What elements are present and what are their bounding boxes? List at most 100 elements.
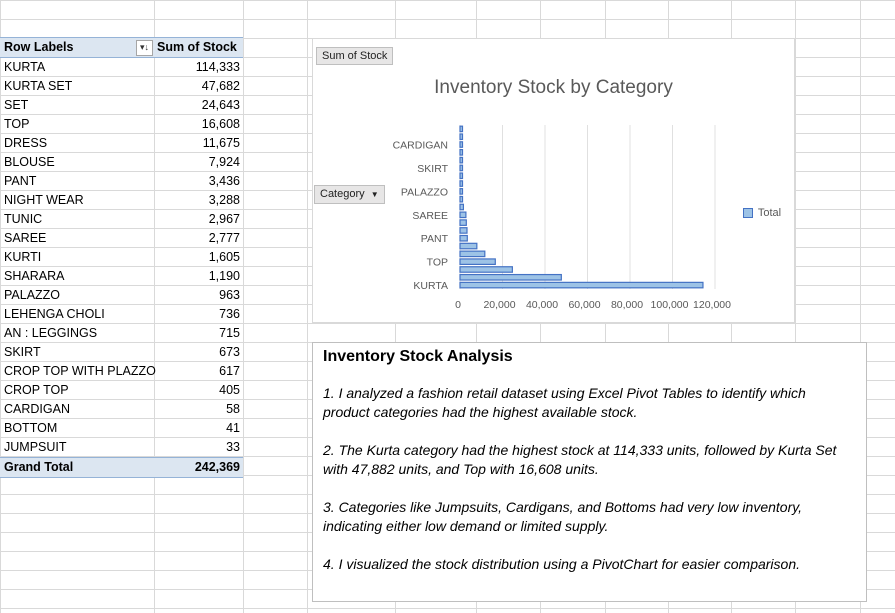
y-tick-label: PANT: [421, 233, 449, 245]
pivot-row-value: 114,333: [195, 60, 240, 74]
pivot-row-value: 3,436: [208, 174, 240, 188]
legend-swatch-icon: [743, 208, 753, 219]
sum-of-stock-header[interactable]: Sum of Stock: [157, 40, 237, 54]
bar-kurti: [459, 203, 465, 211]
pivot-row[interactable]: BLOUSE 7,924: [0, 153, 243, 172]
pivot-row[interactable]: KURTA SET 47,682: [0, 77, 243, 96]
pivot-row-label: KURTA: [4, 60, 46, 74]
pivot-row[interactable]: KURTA 114,333: [0, 58, 243, 77]
bar-bottom: [459, 133, 464, 141]
pivot-table: Row Labels ▾↓ Sum of Stock KURTA 114,333 K…: [0, 37, 243, 478]
pivot-row[interactable]: SHARARA 1,190: [0, 267, 243, 286]
pivot-row[interactable]: CARDIGAN 58: [0, 400, 243, 419]
pivot-row-label: LEHENGA CHOLI: [4, 307, 105, 321]
dropdown-arrow-icon: ▼: [370, 190, 379, 199]
bar-skirt: [459, 164, 464, 172]
analysis-point-4: 4. I visualized the stock distribution u…: [323, 556, 801, 572]
pivot-row-label: AN : LEGGINGS: [4, 326, 98, 340]
bar-palazzo: [459, 188, 464, 195]
pivot-row-label: SET: [4, 98, 29, 112]
pivot-row[interactable]: TUNIC 2,967: [0, 210, 243, 229]
row-labels-header[interactable]: Row Labels: [4, 40, 74, 54]
grand-total-value: 242,369: [194, 460, 240, 474]
bar-tunic: [459, 219, 467, 226]
pivot-header-row: Row Labels ▾↓ Sum of Stock: [0, 37, 243, 58]
pivot-row[interactable]: SKIRT 673: [0, 343, 243, 362]
bar-an-leggings: [459, 172, 464, 180]
pivot-row-label: TUNIC: [4, 212, 43, 226]
pivot-row-value: 58: [226, 402, 240, 416]
pivot-row[interactable]: PANT 3,436: [0, 172, 243, 191]
pivot-row-value: 673: [219, 345, 240, 359]
pivot-row-value: 16,608: [201, 117, 240, 131]
pivot-row[interactable]: AN : LEGGINGS 715: [0, 324, 243, 343]
sum-of-stock-field-button[interactable]: Sum of Stock: [316, 47, 394, 65]
pivot-row[interactable]: SET 24,643: [0, 96, 243, 115]
pivot-row-value: 47,682: [201, 79, 240, 93]
bar-chart-plot: CARDIGAN SKIRT PALAZZO SAREE PANT TOP KURTA 0 20…: [393, 125, 731, 311]
bar-dress: [459, 250, 486, 258]
pivot-row-label: SKIRT: [4, 345, 41, 359]
pivot-row[interactable]: LEHENGA CHOLI 736: [0, 305, 243, 324]
analysis-title: Inventory Stock Analysis: [323, 348, 513, 365]
y-tick-label: CARDIGAN: [393, 140, 448, 152]
bar-pant: [459, 234, 468, 242]
sort-filter-icon[interactable]: ▾↓: [136, 40, 153, 56]
x-tick-label: 0: [455, 299, 461, 311]
category-field-button[interactable]: Category ▼: [314, 185, 385, 204]
pivot-row-value: 24,643: [201, 98, 240, 112]
pivot-row[interactable]: NIGHT WEAR 3,288: [0, 191, 243, 210]
pivot-chart[interactable]: Sum of Stock Inventory Stock by Category…: [312, 38, 795, 323]
pivot-row-value: 1,190: [208, 269, 240, 283]
pivot-row-label: CROP TOP WITH PLAZZO: [4, 364, 156, 378]
pivot-row[interactable]: CROP TOP 405: [0, 381, 243, 400]
analysis-text-box[interactable]: Inventory Stock Analysis 1. I analyzed a…: [312, 342, 867, 602]
bar-crop-top: [459, 148, 464, 156]
pivot-row-label: NIGHT WEAR: [4, 193, 84, 207]
pivot-row-label: JUMPSUIT: [4, 440, 67, 454]
pivot-row-value: 617: [219, 364, 240, 378]
y-tick-label: SAREE: [412, 210, 448, 222]
pivot-row-label: PANT: [4, 174, 37, 188]
x-tick-label: 40,000: [526, 299, 558, 311]
pivot-row[interactable]: CROP TOP WITH PLAZZO 617: [0, 362, 243, 381]
pivot-row-value: 1,605: [208, 250, 240, 264]
pivot-row[interactable]: SAREE 2,777: [0, 229, 243, 248]
pivot-row[interactable]: DRESS 11,675: [0, 134, 243, 153]
pivot-row-label: CROP TOP: [4, 383, 69, 397]
pivot-row-label: SAREE: [4, 231, 47, 245]
y-tick-label: TOP: [427, 257, 448, 269]
bar-night-wear: [459, 227, 468, 234]
pivot-row-value: 2,967: [208, 212, 240, 226]
pivot-row[interactable]: BOTTOM 41: [0, 419, 243, 438]
pivot-row-value: 2,777: [208, 231, 240, 245]
bar-lehenga-choli: [459, 180, 464, 187]
pivot-row-value: 736: [219, 307, 240, 321]
bar-kurta-set: [459, 273, 562, 281]
chart-legend: Total: [743, 207, 781, 219]
pivot-row-value: 11,675: [202, 136, 240, 150]
category-field-label: Category: [320, 188, 365, 200]
pivot-row-value: 405: [219, 383, 240, 397]
grand-total-row[interactable]: Grand Total 242,369: [0, 457, 243, 478]
x-tick-label: 20,000: [483, 299, 515, 311]
bar-saree: [459, 211, 467, 219]
analysis-point-2: 2. The Kurta category had the highest st…: [323, 442, 837, 477]
legend-label: Total: [757, 207, 782, 219]
analysis-point-3: 3. Categories like Jumpsuits, Cardigans,…: [323, 499, 803, 534]
pivot-row-label: KURTA SET: [4, 79, 73, 93]
pivot-row-value: 3,288: [208, 193, 240, 207]
bar-crop-top-with-plazzo: [459, 156, 464, 164]
chart-title: Inventory Stock by Category: [434, 77, 673, 98]
pivot-row-value: 41: [226, 421, 240, 435]
pivot-row-label: TOP: [4, 117, 30, 131]
pivot-row-label: CARDIGAN: [4, 402, 70, 416]
bar-jumpsuit: [459, 125, 464, 133]
bar-kurta: [459, 281, 704, 289]
pivot-row[interactable]: JUMPSUIT 33: [0, 438, 243, 457]
pivot-row[interactable]: KURTI 1,605: [0, 248, 243, 267]
pivot-row-label: DRESS: [4, 136, 48, 150]
pivot-row[interactable]: PALAZZO 963: [0, 286, 243, 305]
pivot-row[interactable]: TOP 16,608: [0, 115, 243, 134]
pivot-row-value: 715: [219, 326, 240, 340]
